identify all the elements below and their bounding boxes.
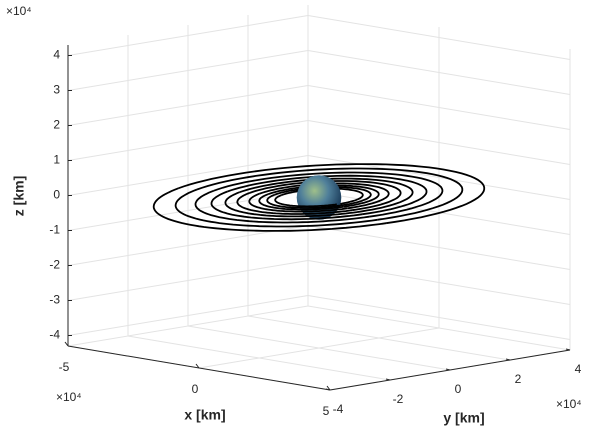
grid-line	[67, 225, 309, 266]
z-axis-label: z [km]	[11, 176, 27, 216]
z-tick-label: 3	[53, 83, 60, 97]
y-tick-label: 4	[575, 362, 582, 376]
x-tick-label: 5	[323, 404, 330, 418]
grid-line	[127, 335, 391, 381]
y-tick	[325, 388, 331, 391]
grid-line	[307, 15, 571, 60]
grid-line	[67, 295, 309, 336]
grid-line	[67, 190, 309, 231]
z-tick-label: -4	[49, 328, 60, 342]
z-tick-label: 4	[53, 48, 60, 62]
y-tick-label: -2	[393, 392, 404, 406]
x-tick	[195, 363, 200, 369]
grid-line	[67, 260, 309, 301]
x-exponent: ×10⁴	[56, 390, 82, 404]
orbit-front	[210, 190, 363, 221]
orbit-back	[227, 174, 428, 216]
orbit-back	[267, 184, 380, 208]
y-tick-label: 2	[515, 372, 522, 386]
x-tick	[64, 341, 69, 347]
y-tick	[505, 358, 511, 361]
grid-line	[247, 315, 511, 361]
y-tick-label: -4	[333, 402, 344, 416]
z-exponent: ×10⁴	[6, 4, 32, 18]
grid-line	[307, 225, 571, 270]
x-tick-label: 0	[192, 382, 199, 396]
grid-line	[307, 295, 571, 340]
grid-line	[307, 120, 571, 165]
z-tick-label: -3	[49, 293, 60, 307]
x-axis-label: x [km]	[184, 407, 225, 423]
grid-line	[307, 305, 571, 351]
orbit-front	[194, 189, 370, 224]
orbit-back	[259, 182, 390, 210]
grid-line	[67, 85, 309, 126]
orbit-front	[266, 193, 341, 209]
y-axis-label: y [km]	[443, 410, 484, 426]
y-tick	[565, 348, 571, 351]
x-tick	[326, 385, 331, 391]
orbit-front	[258, 193, 344, 211]
orbit-back	[196, 167, 464, 221]
z-tick-label: 1	[53, 153, 60, 167]
orbit-back	[249, 180, 402, 212]
grid-line	[67, 120, 309, 161]
y-tick	[445, 368, 451, 371]
grid-line	[67, 50, 309, 91]
orbit-back	[178, 163, 486, 225]
orbit-front	[152, 187, 387, 232]
orbit-front	[274, 194, 337, 208]
grid-line	[67, 15, 309, 56]
grid-line	[307, 155, 571, 200]
y-tick-label: 0	[455, 382, 462, 396]
grid-line	[307, 260, 571, 305]
z-tick-label: -2	[49, 258, 60, 272]
z-tick-label: -1	[49, 223, 60, 237]
z-tick-label: 0	[53, 188, 60, 202]
grid-line	[187, 325, 451, 371]
orbit-front	[174, 188, 378, 228]
grid-line	[67, 155, 309, 196]
grid-line	[307, 85, 571, 130]
grid-line	[307, 50, 571, 95]
z-tick-label: 2	[53, 118, 60, 132]
orbit-back	[239, 177, 414, 213]
orbit-front	[236, 192, 353, 215]
orbit-front	[248, 192, 348, 213]
y-tick	[385, 378, 391, 381]
x-tick-label: -5	[59, 360, 70, 374]
orbit-back	[213, 171, 444, 218]
orbit-front	[224, 191, 358, 218]
y-exponent: ×10⁴	[556, 397, 582, 411]
